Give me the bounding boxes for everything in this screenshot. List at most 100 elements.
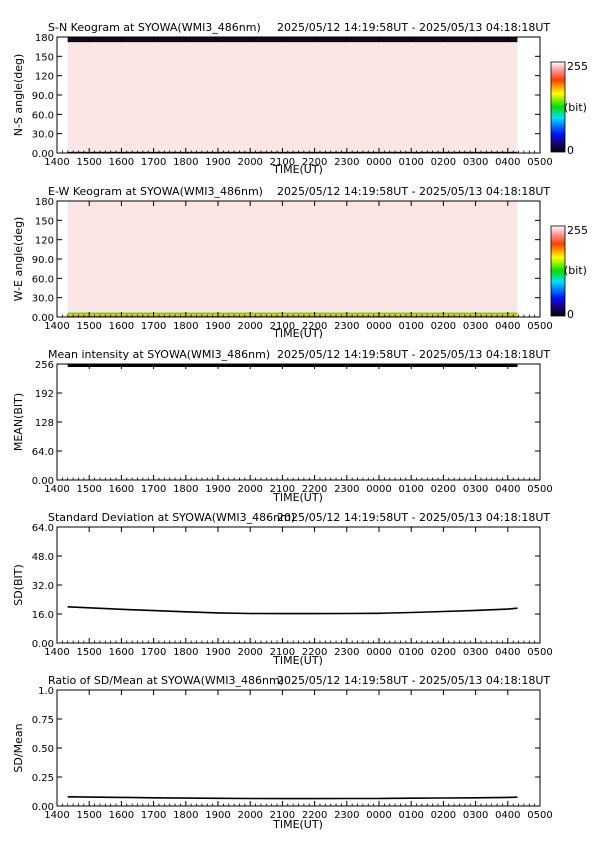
panel-time-range: 2025/05/12 14:19:58UT - 2025/05/13 04:18…: [277, 511, 550, 524]
x-tick-label: 1600: [109, 647, 134, 658]
x-tick-label: 2000: [237, 810, 262, 821]
x-tick-label: 1900: [205, 157, 230, 168]
x-tick-label: 1900: [205, 647, 230, 658]
x-tick-label: 0200: [431, 321, 456, 332]
x-tick-label: 2000: [237, 321, 262, 332]
x-tick-label: 2200: [302, 647, 327, 658]
heatmap-band-0: [67, 151, 518, 153]
y-tick-label: 0.50: [32, 744, 54, 755]
x-tick-label: 2300: [334, 810, 359, 821]
x-tick-label: 1500: [76, 321, 101, 332]
ratio-sd-mean-panel: Ratio of SD/Mean at SYOWA(WMI3_486nm) 20…: [12, 674, 553, 831]
x-tick-label: 1800: [173, 810, 198, 821]
x-tick-label: 0400: [495, 810, 520, 821]
ratio-sd-mean-series: [67, 796, 518, 800]
y-tick-label: 128: [35, 418, 54, 429]
y-tick-label: 0.00: [32, 802, 54, 813]
sn-keogram-panel: S-N Keogram at SYOWA(WMI3_486nm) 2025/05…: [12, 21, 588, 176]
y-tick-label: 0.00: [32, 149, 54, 160]
y-tick-label: 256: [35, 360, 54, 371]
colorbar-max-label: 255: [567, 60, 588, 73]
x-tick-label: 0300: [463, 647, 488, 658]
y-tick-label: 180: [35, 33, 54, 44]
y-tick-label: 192: [35, 389, 54, 400]
x-tick-label: 0400: [495, 321, 520, 332]
x-tick-label: 0300: [463, 484, 488, 495]
x-tick-label: 0200: [431, 647, 456, 658]
y-axis-label: N-S angle(deg): [12, 54, 25, 137]
panel-title: S-N Keogram at SYOWA(WMI3_486nm): [48, 21, 261, 34]
y-tick-label: 0.25: [32, 773, 54, 784]
x-tick-label: 1600: [109, 810, 134, 821]
x-tick-label: 1600: [109, 484, 134, 495]
x-tick-label: 1500: [76, 810, 101, 821]
x-tick-label: 0000: [366, 810, 391, 821]
x-tick-label: 2100: [270, 810, 295, 821]
x-tick-label: 1400: [44, 647, 69, 658]
x-tick-label: 0500: [527, 484, 552, 495]
mean-intensity-panel: Mean intensity at SYOWA(WMI3_486nm) 2025…: [12, 348, 553, 504]
x-tick-label: 1700: [141, 321, 166, 332]
x-tick-label: 0100: [398, 810, 423, 821]
x-tick-label: 0200: [431, 810, 456, 821]
x-tick-label: 1800: [173, 484, 198, 495]
y-tick-label: 60.0: [32, 274, 54, 285]
panel-title: Mean intensity at SYOWA(WMI3_486nm): [48, 348, 270, 361]
x-tick-label: 0300: [463, 157, 488, 168]
y-axis-label: SD(BIT): [12, 564, 25, 606]
y-tick-label: 0.00: [32, 639, 54, 650]
x-tick-label: 1600: [109, 321, 134, 332]
heatmap-band-3: [67, 201, 518, 313]
x-tick-label: 2300: [334, 321, 359, 332]
x-tick-label: 0000: [366, 157, 391, 168]
std-deviation-series: [67, 606, 518, 615]
x-axis-label: TIME(UT): [272, 163, 323, 176]
x-tick-label: 0200: [431, 484, 456, 495]
plot-frame: [56, 526, 541, 644]
y-tick-label: 16.0: [32, 610, 54, 621]
x-tick-label: 0500: [527, 647, 552, 658]
y-tick-label: 120: [35, 72, 54, 83]
colorbar: 255 (bit) 0: [550, 60, 588, 157]
y-tick-label: 90.0: [32, 255, 54, 266]
x-tick-label: 2100: [270, 647, 295, 658]
x-tick-label: 0000: [366, 484, 391, 495]
x-axis-label: TIME(UT): [272, 327, 323, 340]
x-tick-label: 1700: [141, 810, 166, 821]
x-axis-label: TIME(UT): [272, 491, 323, 504]
x-tick-label: 1400: [44, 157, 69, 168]
y-tick-label: 30.0: [32, 294, 54, 305]
x-tick-label: 2000: [237, 647, 262, 658]
x-tick-label: 0300: [463, 810, 488, 821]
y-tick-label: 180: [35, 197, 54, 208]
y-tick-label: 64.0: [32, 523, 54, 534]
colorbar-min-label: 0: [567, 308, 574, 321]
x-tick-label: 2300: [334, 157, 359, 168]
x-tick-label: 1400: [44, 484, 69, 495]
heatmap-band-1: [67, 42, 518, 152]
panel-title: Standard Deviation at SYOWA(WMI3_486nm): [48, 511, 295, 524]
colorbar-gradient: [550, 225, 566, 317]
x-tick-label: 0100: [398, 484, 423, 495]
y-tick-label: 0.75: [32, 715, 54, 726]
x-tick-label: 1500: [76, 647, 101, 658]
x-tick-label: 0100: [398, 157, 423, 168]
y-axis-label: MEAN(BIT): [12, 393, 25, 451]
x-axis-label: TIME(UT): [272, 654, 323, 667]
x-tick-label: 2200: [302, 321, 327, 332]
colorbar-max-label: 255: [567, 224, 588, 237]
x-tick-label: 1800: [173, 157, 198, 168]
heatmap-band-2: [67, 37, 518, 43]
x-tick-label: 1900: [205, 810, 230, 821]
plot-frame: [56, 689, 541, 807]
x-tick-label: 1700: [141, 484, 166, 495]
x-tick-label: 2200: [302, 157, 327, 168]
y-axis-label: W-E angle(deg): [12, 217, 25, 302]
y-axis-label: SD/Mean: [12, 723, 25, 772]
x-tick-label: 0200: [431, 157, 456, 168]
y-tick-label: 150: [35, 52, 54, 63]
x-tick-label: 0400: [495, 647, 520, 658]
x-tick-label: 0400: [495, 157, 520, 168]
panel-time-range: 2025/05/12 14:19:58UT - 2025/05/13 04:18…: [277, 674, 550, 687]
x-tick-label: 2300: [334, 647, 359, 658]
